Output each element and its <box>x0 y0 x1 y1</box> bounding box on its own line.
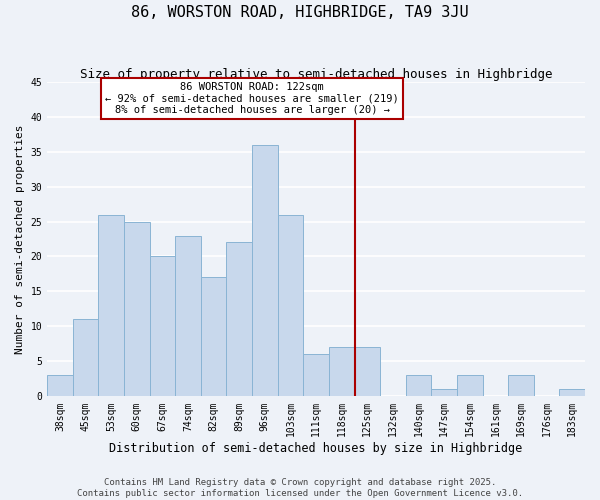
Bar <box>226 242 252 396</box>
Text: 86, WORSTON ROAD, HIGHBRIDGE, TA9 3JU: 86, WORSTON ROAD, HIGHBRIDGE, TA9 3JU <box>131 5 469 20</box>
Bar <box>355 348 380 397</box>
Y-axis label: Number of semi-detached properties: Number of semi-detached properties <box>15 124 25 354</box>
Text: 86 WORSTON ROAD: 122sqm
← 92% of semi-detached houses are smaller (219)
8% of se: 86 WORSTON ROAD: 122sqm ← 92% of semi-de… <box>105 82 399 115</box>
Bar <box>457 376 482 396</box>
Title: Size of property relative to semi-detached houses in Highbridge: Size of property relative to semi-detach… <box>80 68 553 80</box>
Bar <box>303 354 329 397</box>
Bar <box>508 376 534 396</box>
Bar <box>559 390 585 396</box>
Bar <box>98 214 124 396</box>
Bar <box>431 390 457 396</box>
Bar <box>47 376 73 396</box>
Bar <box>329 348 355 397</box>
Text: Contains HM Land Registry data © Crown copyright and database right 2025.
Contai: Contains HM Land Registry data © Crown c… <box>77 478 523 498</box>
Bar <box>73 320 98 396</box>
Bar <box>175 236 201 396</box>
X-axis label: Distribution of semi-detached houses by size in Highbridge: Distribution of semi-detached houses by … <box>109 442 523 455</box>
Bar <box>252 144 278 396</box>
Bar <box>149 256 175 396</box>
Bar <box>201 278 226 396</box>
Bar <box>406 376 431 396</box>
Bar <box>278 214 303 396</box>
Bar <box>124 222 149 396</box>
